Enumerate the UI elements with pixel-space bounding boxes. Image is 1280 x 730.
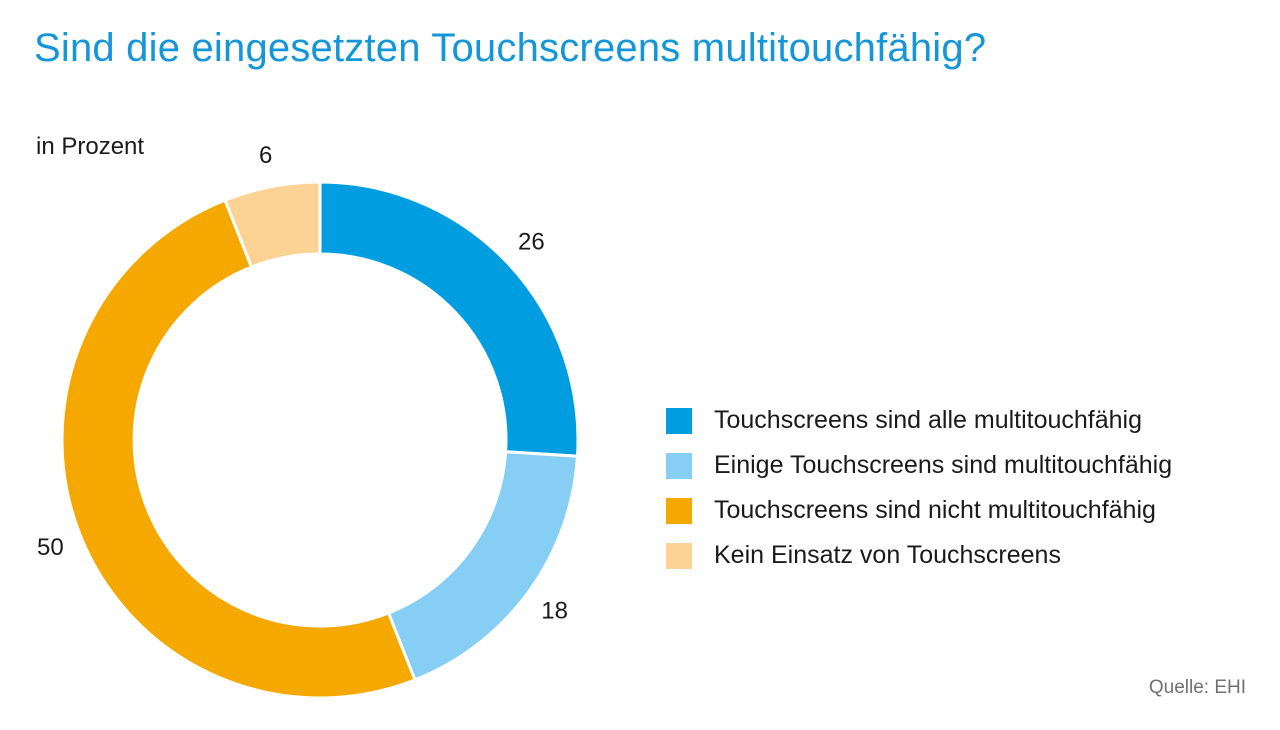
value-label-alle-multitouch: 26 xyxy=(518,228,545,255)
legend-label: Touchscreens sind alle multitouchfähig xyxy=(714,406,1143,434)
legend-label: Kein Einsatz von Touchscreens xyxy=(714,541,1061,569)
legend-label: Touchscreens sind nicht multitouchfähig xyxy=(714,496,1156,524)
donut-segment-kein-einsatz xyxy=(223,180,322,270)
donut-segment-einige-multitouch xyxy=(386,450,580,682)
legend-swatch xyxy=(666,542,692,569)
legend-item-kein-einsatz: Kein Einsatz von Touchscreens xyxy=(666,533,1172,578)
chart-title: Sind die eingesetzten Touchscreens multi… xyxy=(34,26,987,70)
value-label-kein-einsatz: 6 xyxy=(259,142,272,169)
source-note: Quelle: EHI xyxy=(1148,677,1246,698)
value-label-einige-multitouch: 18 xyxy=(541,597,568,624)
unit-label: in Prozent xyxy=(36,133,145,160)
donut-segment-alle-multitouch xyxy=(318,180,580,458)
legend-swatch xyxy=(666,497,692,524)
legend-label: Einige Touchscreens sind multitouchfähig xyxy=(714,451,1173,479)
legend-item-nicht-multitouch: Touchscreens sind nicht multitouchfähig xyxy=(666,488,1172,533)
legend-swatch xyxy=(666,407,692,434)
donut-segment-nicht-multitouch xyxy=(60,198,417,700)
legend-item-alle-multitouch: Touchscreens sind alle multitouchfähig xyxy=(666,398,1172,443)
legend-swatch xyxy=(666,452,692,479)
legend-item-einige-multitouch: Einige Touchscreens sind multitouchfähig xyxy=(666,443,1172,488)
legend: Touchscreens sind alle multitouchfähig E… xyxy=(666,398,1172,578)
value-label-nicht-multitouch: 50 xyxy=(37,534,64,561)
